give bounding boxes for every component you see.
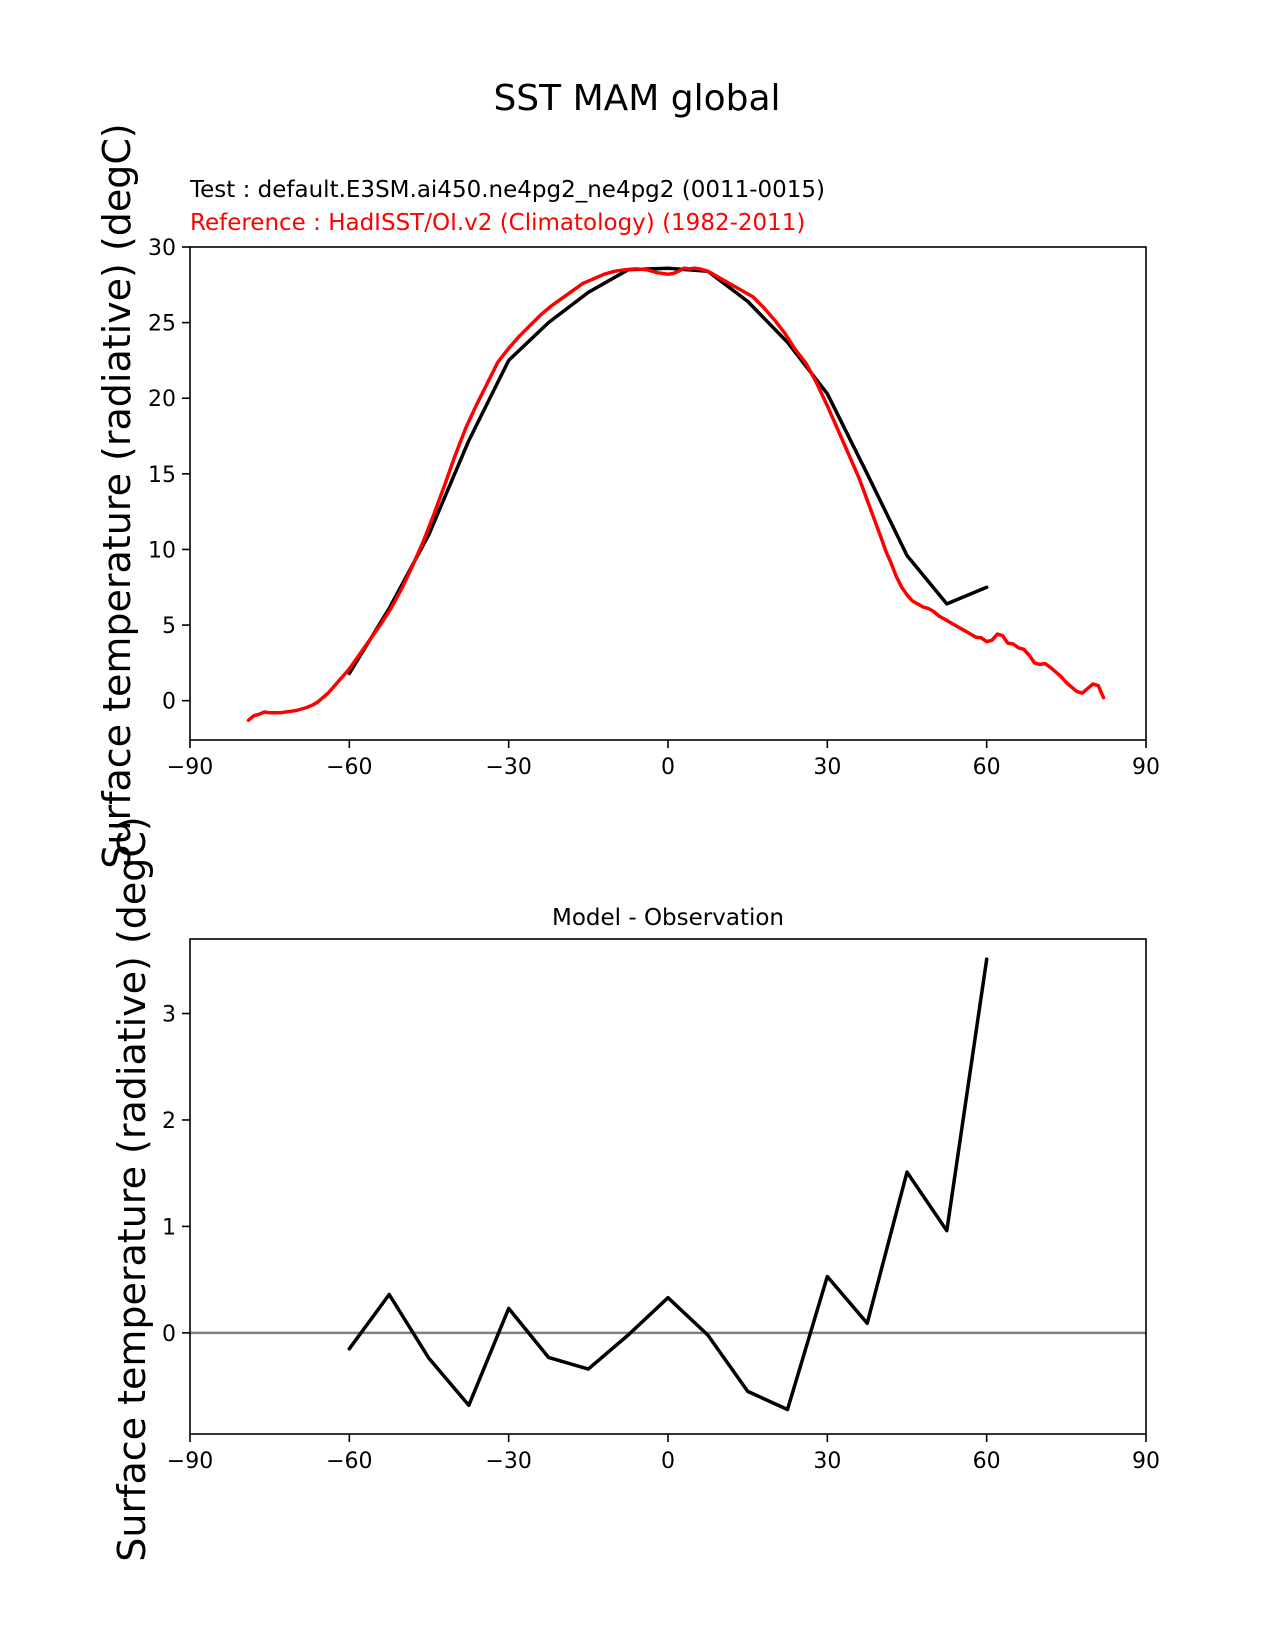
bottom-axes-frame xyxy=(189,938,1147,1435)
top-axes-frame xyxy=(189,246,1147,741)
top-y-tick-label: 0 xyxy=(162,690,176,715)
bottom-plot-area: −90 −60 −30 0 30 60 90 0 1 2 3 xyxy=(162,938,1160,1474)
bottom-x-tick-label: −90 xyxy=(167,1449,213,1474)
top-y-tick-label: 25 xyxy=(148,312,176,337)
top-x-tick-label: −30 xyxy=(485,755,531,780)
top-x-tick-label: 0 xyxy=(661,755,675,780)
bottom-y-axis-label: Surface temperature (radiative) (degC) xyxy=(110,816,154,1562)
top-x-tick-label: −90 xyxy=(167,755,213,780)
top-panel: Test : default.E3SM.ai450.ne4pg2_ne4pg2 … xyxy=(95,123,1160,869)
test-subtitle: Test : default.E3SM.ai450.ne4pg2_ne4pg2 … xyxy=(189,177,825,203)
top-y-tick-label: 20 xyxy=(148,387,176,412)
top-plot-area: −90 −60 −30 0 30 60 90 0 5 10 15 20 25 30 xyxy=(148,236,1160,780)
bottom-y-tick-label: 3 xyxy=(162,1003,176,1028)
bottom-y-tick-label: 1 xyxy=(162,1215,176,1240)
bottom-series-0-line xyxy=(347,957,989,1412)
bottom-x-tick-label: −60 xyxy=(326,1449,372,1474)
bottom-x-tick-label: 60 xyxy=(973,1449,1001,1474)
top-x-tick-label: 90 xyxy=(1132,755,1160,780)
top-y-tick-label: 15 xyxy=(148,463,176,488)
bottom-x-tick-label: −30 xyxy=(485,1449,531,1474)
bottom-y-tick-label: 0 xyxy=(162,1322,176,1347)
bottom-x-tick-label: 30 xyxy=(813,1449,841,1474)
top-y-tick-label: 5 xyxy=(162,614,176,639)
top-x-tick-label: 30 xyxy=(813,755,841,780)
bottom-title: Model - Observation xyxy=(552,905,784,931)
top-series-test-line xyxy=(347,266,989,676)
suptitle: SST MAM global xyxy=(493,78,780,119)
top-y-axis-label: Surface temperature (radiative) (degC) xyxy=(95,123,139,869)
top-x-tick-label: 60 xyxy=(973,755,1001,780)
top-series-reference-line xyxy=(246,266,1106,723)
top-y-tick-label: 30 xyxy=(148,236,176,261)
reference-subtitle: Reference : HadISST/OI.v2 (Climatology) … xyxy=(190,210,805,236)
bottom-y-tick-label: 2 xyxy=(162,1109,176,1134)
bottom-panel: Model - Observation Surface temperature … xyxy=(110,816,1160,1562)
bottom-x-tick-label: 0 xyxy=(661,1449,675,1474)
bottom-x-tick-label: 90 xyxy=(1132,1449,1160,1474)
top-y-tick-label: 10 xyxy=(148,538,176,563)
top-x-tick-label: −60 xyxy=(326,755,372,780)
